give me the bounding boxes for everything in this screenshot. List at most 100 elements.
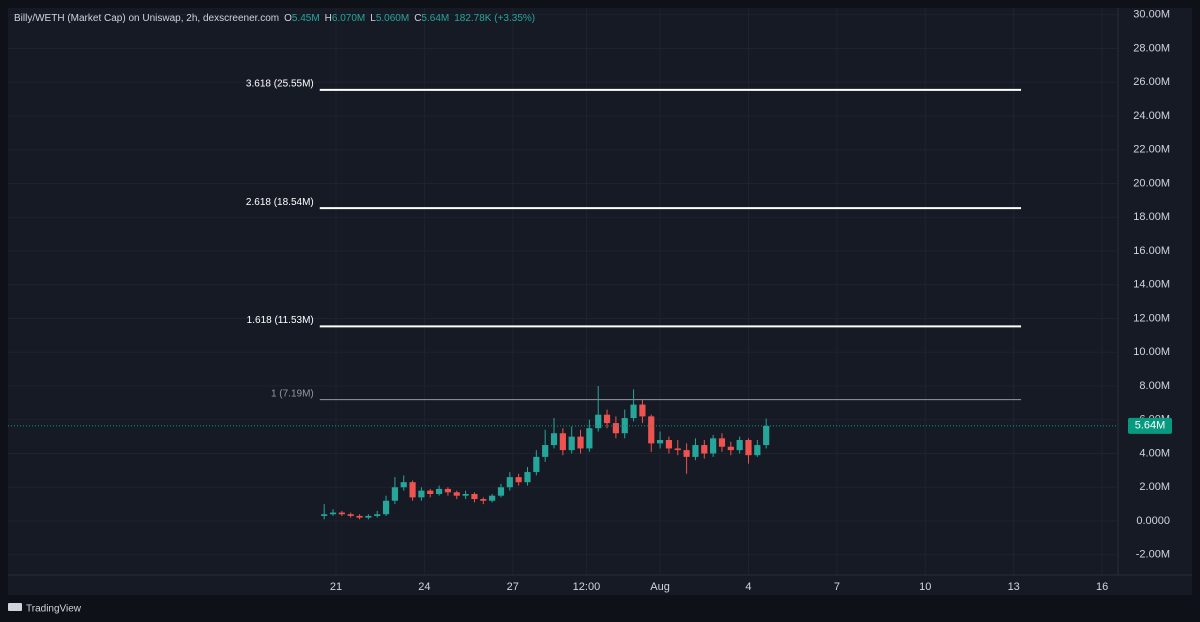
candle-body bbox=[382, 500, 390, 515]
candle-body bbox=[568, 436, 575, 451]
y-tick-label: 10.00M bbox=[1133, 346, 1170, 358]
level-label: 3.618 (25.55M) bbox=[246, 78, 314, 89]
x-tick-label: 7 bbox=[834, 581, 840, 593]
candle-body bbox=[427, 490, 434, 494]
marks: 3.618 (25.55M) 2.618 (18.54M) 1.618 (11.53… bbox=[8, 78, 1118, 520]
candle-body bbox=[338, 512, 345, 515]
candle-body bbox=[524, 472, 531, 483]
candle-body bbox=[692, 445, 699, 457]
x-tick-label: Aug bbox=[650, 581, 670, 593]
candle-body bbox=[648, 416, 655, 444]
y-tick-label: 26.00M bbox=[1133, 76, 1170, 88]
ohlc-value: 6.070M bbox=[332, 13, 365, 24]
x-tick-label: 27 bbox=[507, 581, 519, 593]
candle-body bbox=[639, 404, 646, 417]
y-tick-label: 0.0000 bbox=[1136, 515, 1170, 527]
candle-body bbox=[727, 446, 734, 451]
y-tick-label: 16.00M bbox=[1133, 245, 1170, 257]
level-label: 1.618 (11.53M) bbox=[247, 315, 314, 326]
candle-body bbox=[736, 440, 743, 451]
candle-body bbox=[480, 499, 487, 501]
candle-body bbox=[515, 477, 522, 483]
chart-panel bbox=[8, 8, 1192, 595]
ohlc-value: 5.64M bbox=[421, 13, 449, 24]
candle-body bbox=[603, 414, 611, 424]
candle-body bbox=[674, 448, 681, 451]
x-tick-label: 21 bbox=[330, 581, 342, 593]
candle-body bbox=[347, 514, 354, 516]
y-tick-label: 30.00M bbox=[1133, 9, 1170, 21]
ohlc-key: H bbox=[325, 13, 332, 24]
candle-body bbox=[365, 515, 372, 518]
candle-body bbox=[586, 428, 593, 449]
level-label: 2.618 (18.54M) bbox=[246, 197, 314, 208]
x-tick-label: 4 bbox=[745, 581, 751, 593]
x-tick-label: 13 bbox=[1008, 581, 1020, 593]
candle-body bbox=[710, 438, 717, 454]
candle-body bbox=[471, 494, 478, 500]
y-tick-label: 14.00M bbox=[1133, 279, 1170, 291]
candle-body bbox=[683, 450, 690, 457]
y-tick-label: 20.00M bbox=[1133, 177, 1170, 189]
y-tick-label: 12.00M bbox=[1133, 312, 1170, 324]
x-tick-label: 24 bbox=[418, 581, 430, 593]
brand: TradingView bbox=[8, 603, 82, 615]
chart-header: Billy/WETH (Market Cap) on Uniswap, 2h, … bbox=[14, 13, 535, 24]
candle-body bbox=[745, 440, 752, 456]
candle-body bbox=[418, 490, 425, 498]
candle-body bbox=[329, 512, 337, 515]
candle-body bbox=[462, 494, 469, 496]
candle-body bbox=[453, 492, 460, 496]
y-tick-label: 22.00M bbox=[1133, 144, 1170, 156]
candle-body bbox=[497, 487, 505, 496]
header-title: Billy/WETH (Market Cap) on Uniswap, 2h, … bbox=[14, 13, 279, 24]
ohlc-value: 5.060M bbox=[376, 13, 409, 24]
y-tick-label: 8.00M bbox=[1139, 380, 1170, 392]
candle-body bbox=[374, 514, 381, 516]
x-tick-label: 10 bbox=[919, 581, 931, 593]
brand-logo bbox=[8, 603, 22, 611]
candle-body bbox=[391, 487, 398, 501]
level-label: 1 (7.19M) bbox=[271, 388, 314, 399]
candle-body bbox=[754, 445, 761, 456]
y-tick-label: 4.00M bbox=[1139, 447, 1170, 459]
candle-body bbox=[533, 456, 540, 473]
candle-body bbox=[321, 514, 328, 516]
header-change: 182.78K (+3.35%) bbox=[454, 13, 535, 24]
candle-body bbox=[621, 418, 628, 434]
y-tick-label: 2.00M bbox=[1139, 481, 1170, 493]
candle-body bbox=[656, 440, 664, 444]
candle-body bbox=[577, 436, 584, 449]
candle-body bbox=[559, 433, 566, 451]
candle-body bbox=[444, 488, 452, 493]
brand-name: TradingView bbox=[26, 604, 82, 615]
x-tick-label: 12:00 bbox=[573, 581, 601, 593]
candle-body bbox=[400, 482, 407, 488]
y-tick-label: 18.00M bbox=[1133, 211, 1170, 223]
candle-body bbox=[550, 433, 558, 446]
candle-body bbox=[595, 414, 602, 429]
last-price-box bbox=[1128, 417, 1172, 434]
ohlc-value: 5.45M bbox=[292, 13, 320, 24]
candle-body bbox=[701, 445, 708, 454]
ohlc-key: O bbox=[284, 13, 292, 24]
candle-body bbox=[612, 423, 619, 434]
candle-body bbox=[630, 404, 637, 419]
y-tick-label: -2.00M bbox=[1136, 549, 1170, 561]
candle-body bbox=[506, 477, 513, 488]
candle-body bbox=[763, 425, 770, 446]
candle-body bbox=[718, 438, 726, 447]
y-tick-label: 24.00M bbox=[1133, 110, 1170, 122]
x-tick-label: 16 bbox=[1096, 581, 1108, 593]
candle-body bbox=[409, 482, 416, 498]
y-tick-label: 28.00M bbox=[1133, 42, 1170, 54]
candle-body bbox=[665, 440, 673, 449]
ohlc-key: L bbox=[370, 13, 376, 24]
last-price-label: 5.64M bbox=[1135, 420, 1166, 432]
candle-body bbox=[435, 488, 443, 494]
candle-body bbox=[542, 445, 549, 457]
candle-body bbox=[489, 495, 496, 501]
ohlc-key: C bbox=[414, 13, 421, 24]
